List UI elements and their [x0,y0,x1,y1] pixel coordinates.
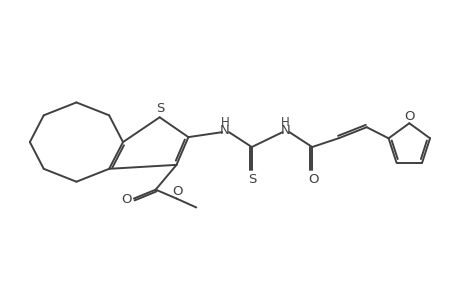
Text: H: H [280,116,289,129]
Text: N: N [220,124,230,137]
Text: O: O [403,110,414,123]
Text: N: N [280,124,290,137]
Text: O: O [172,185,182,198]
Text: O: O [308,173,318,186]
Text: O: O [122,193,132,206]
Text: S: S [156,102,164,115]
Text: H: H [220,116,229,129]
Text: S: S [248,173,257,186]
